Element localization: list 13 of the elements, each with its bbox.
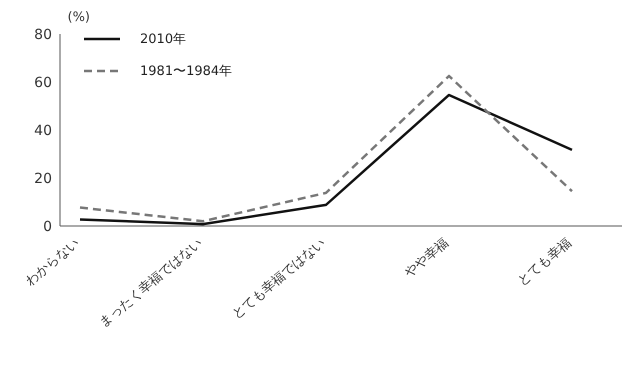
y-tick-label: 20: [34, 170, 52, 187]
x-tick-label: とても幸福ではない: [229, 236, 329, 322]
y-tick-label: 0: [43, 218, 52, 235]
y-axis-title: (%): [68, 10, 90, 26]
legend-label: 2010年: [140, 31, 186, 48]
x-tick-label: とても幸福: [515, 236, 575, 289]
x-tick-label: わからない: [23, 236, 83, 289]
x-tick-label: やや幸福: [402, 236, 452, 280]
y-tick-label: 40: [34, 122, 52, 139]
x-tick-label: まったく幸福ではない: [96, 236, 206, 331]
y-tick-label: 80: [34, 26, 52, 43]
legend-label: 1981〜1984年: [140, 63, 232, 80]
y-tick-label: 60: [34, 74, 52, 91]
